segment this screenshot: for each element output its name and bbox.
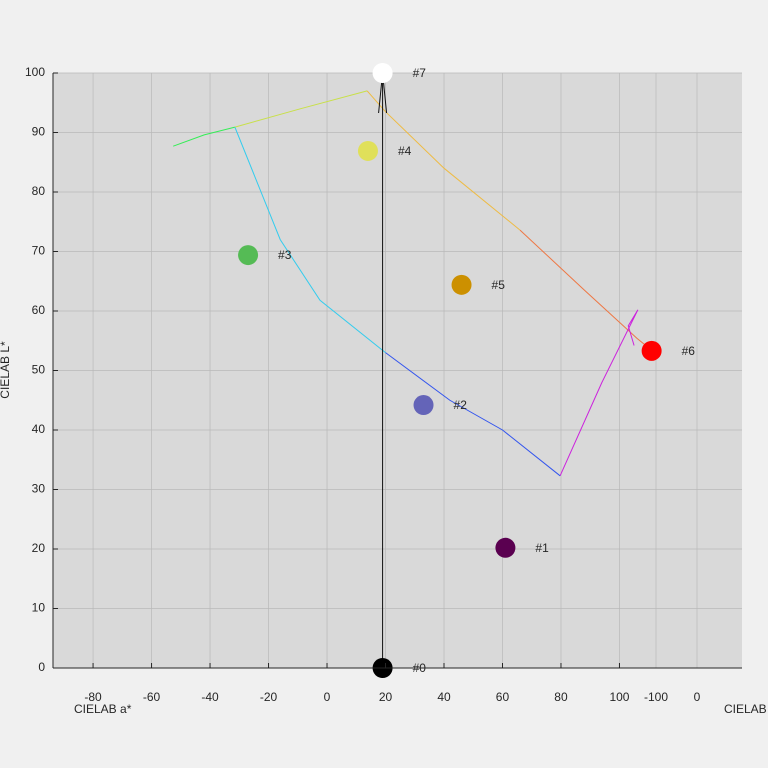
x-tick-label: -40 [201, 690, 219, 704]
point [238, 245, 259, 266]
y-tick-label: 0 [38, 660, 45, 674]
z-axis-label: CIELAB [724, 702, 767, 716]
y-axis-label: CIELAB L* [0, 341, 12, 399]
y-tick-label: 50 [32, 363, 46, 377]
y-tick-label: 90 [32, 125, 46, 139]
point [641, 340, 662, 361]
gamut-boundary [234, 126, 386, 354]
gamut-boundary [173, 126, 236, 147]
marks: #0#1#2#3#4#5#6#7 [173, 63, 695, 678]
y-tick-label: 20 [32, 541, 46, 555]
point-label: #1 [535, 541, 549, 555]
y-tick-label: 70 [32, 244, 46, 258]
x-tick-label: -20 [260, 690, 278, 704]
point [357, 140, 378, 161]
point [451, 274, 472, 295]
y-tick-label: 10 [32, 601, 46, 615]
point [372, 63, 393, 83]
y-tick-label: 80 [32, 184, 46, 198]
gamut-boundary [234, 90, 368, 128]
b-tick-label: 0 [694, 690, 701, 704]
point-label: #4 [398, 144, 412, 158]
x-axis-label: CIELAB a* [74, 702, 132, 716]
point [495, 537, 516, 558]
gamut-boundary [385, 352, 561, 477]
point [413, 395, 434, 416]
x-tick-label: 40 [437, 690, 451, 704]
x-tick-label: 0 [324, 690, 331, 704]
y-tick-label: 60 [32, 303, 46, 317]
y-tick-label: 40 [32, 422, 46, 436]
grid [53, 72, 742, 669]
gamut-boundary [366, 90, 521, 231]
x-tick-label: -60 [143, 690, 161, 704]
point-label: #5 [492, 278, 506, 292]
y-tick-label: 30 [32, 482, 46, 496]
point-label: #2 [454, 398, 468, 412]
x-tick-label: 60 [496, 690, 510, 704]
x-tick-label: 80 [554, 690, 568, 704]
point-label: #3 [278, 248, 292, 262]
b-tick-label: -100 [644, 690, 668, 704]
y-tick-label: 100 [25, 65, 45, 79]
x-tick-label: -80 [84, 690, 102, 704]
x-tick-label: 100 [609, 690, 629, 704]
point-label: #7 [413, 66, 427, 80]
point-label: #6 [682, 344, 696, 358]
gamut-boundary [559, 309, 639, 477]
x-tick-label: 20 [379, 690, 393, 704]
